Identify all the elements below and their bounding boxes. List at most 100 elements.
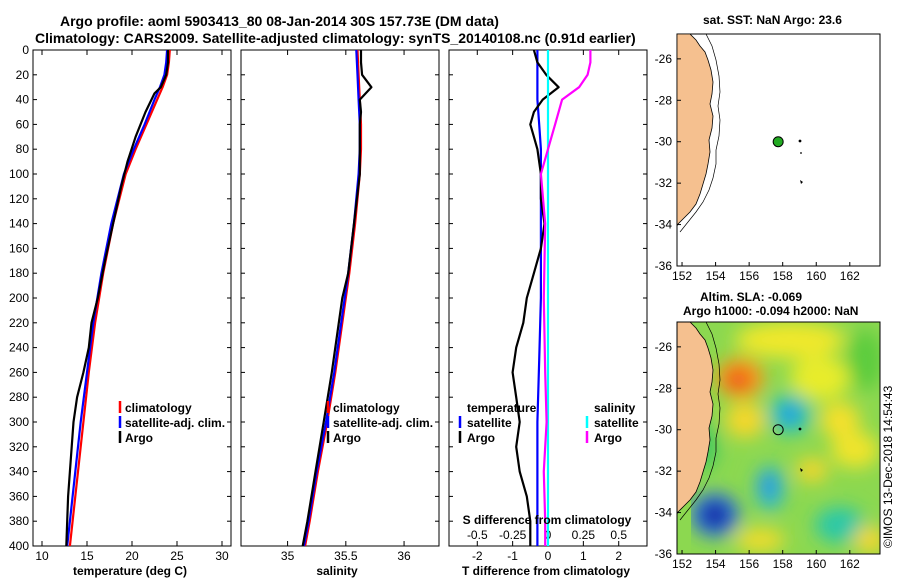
- legend-label-t-argo: Argo: [467, 431, 495, 445]
- ytick-label: 100: [9, 167, 29, 181]
- ytick-label: 60: [16, 117, 30, 131]
- xtick-label: 30: [215, 549, 229, 563]
- difference-ticks: -2 -1 0 1 2-0.5 -0.25 0 0.25 0.5: [449, 49, 647, 563]
- xtick-label: 25: [170, 549, 184, 563]
- map-ytick-label: -36: [655, 547, 673, 561]
- sst-map-island: [800, 152, 802, 154]
- ytick-label: 0: [22, 43, 29, 57]
- legend-label-satellite: satellite-adj. clim.: [333, 416, 433, 430]
- sla-map-shelf-edge: [679, 322, 721, 521]
- series-line-argo: [301, 50, 373, 546]
- map-ytick-label: -26: [655, 340, 673, 354]
- ytick-label: 220: [9, 316, 29, 330]
- map-xtick-label: 160: [806, 557, 826, 571]
- map-ytick-label: -32: [655, 176, 673, 190]
- sla-anomaly: [831, 432, 879, 468]
- salinity-lines: [301, 50, 373, 546]
- sst-map-island: [798, 139, 802, 143]
- sla-map-title-line2: Argo h1000: -0.094 h2000: NaN: [683, 304, 858, 318]
- temperature-xlabel: temperature (deg C): [73, 564, 187, 578]
- sla-anomaly: [854, 526, 880, 554]
- xtick-label-salinity: -0.25: [499, 528, 527, 542]
- series-line-t-argo: [511, 50, 560, 546]
- map-xtick-label: 162: [840, 269, 860, 283]
- xtick-label: 20: [125, 549, 139, 563]
- sla-anomaly: [726, 370, 750, 390]
- sla-map-island: [798, 427, 802, 431]
- sla-anomaly: [820, 402, 860, 438]
- salinity-axes: [240, 49, 440, 547]
- ytick-label: 400: [9, 539, 29, 553]
- sla-anomaly: [790, 356, 850, 400]
- ytick-label: 180: [9, 266, 29, 280]
- difference-legend: temperature satellite Argo salinity sate…: [458, 401, 639, 445]
- ytick-label: 80: [16, 142, 30, 156]
- xtick-label: 0: [545, 549, 552, 563]
- map-xtick-label: 158: [773, 269, 793, 283]
- ytick-label: 380: [9, 514, 29, 528]
- sla-map-land: [677, 322, 714, 515]
- sst-map-ticks: 152 154 156 158 160 162 -26 -28 -30 -32 -34 -36: [655, 52, 860, 283]
- legend-label-argo: Argo: [125, 431, 153, 445]
- sla-anomaly: [781, 404, 799, 424]
- sla-map-axes: [676, 321, 881, 555]
- legend-label-s-satellite: satellite: [594, 416, 639, 430]
- map-ytick-label: -28: [655, 381, 673, 395]
- map-ytick-label: -30: [655, 135, 673, 149]
- xtick-label-salinity: 0.25: [572, 528, 596, 542]
- xtick-label: 2: [615, 549, 622, 563]
- series-line-s-argo: [539, 50, 592, 546]
- temperature-axes: [32, 49, 232, 547]
- map-xtick-label: 158: [773, 557, 793, 571]
- sla-anomaly: [796, 458, 828, 482]
- legend-label-satellite: satellite-adj. clim.: [125, 416, 225, 430]
- map-xtick-label: 156: [739, 269, 759, 283]
- sla-map-content: [677, 322, 880, 554]
- ytick-label: 200: [9, 291, 29, 305]
- xtick-label: 15: [80, 549, 94, 563]
- legend-label-climatology: climatology: [125, 401, 192, 415]
- legend-title-temperature: temperature: [467, 401, 537, 415]
- map-xtick-label: 154: [706, 269, 726, 283]
- map-ytick-label: -34: [655, 218, 673, 232]
- sla-anomaly: [815, 507, 865, 543]
- sla-map-title-line1: Altim. SLA: -0.069: [700, 290, 802, 304]
- sst-map-shelf-edge: [679, 34, 721, 233]
- legend-label-climatology: climatology: [333, 401, 400, 415]
- ytick-label: 280: [9, 390, 29, 404]
- sst-map-land: [677, 34, 714, 227]
- ytick-label: 340: [9, 465, 29, 479]
- temperature-lines: [65, 50, 171, 546]
- temperature-legend: climatology satellite-adj. clim. Argo: [118, 401, 225, 445]
- series-line-argo: [65, 50, 170, 546]
- map-xtick-label: 152: [672, 557, 692, 571]
- map-ytick-label: -28: [655, 93, 673, 107]
- sst-map-island: [800, 180, 803, 184]
- map-ytick-label: -32: [655, 464, 673, 478]
- xtick-label: -2: [472, 549, 483, 563]
- xtick-label: 10: [35, 549, 49, 563]
- map-xtick-label: 154: [706, 557, 726, 571]
- xtick-label: -1: [507, 549, 518, 563]
- ytick-label: 140: [9, 217, 29, 231]
- xtick-label: 36: [397, 549, 411, 563]
- map-xtick-label: 152: [672, 269, 692, 283]
- ytick-label: 40: [16, 93, 30, 107]
- temperature-ticks: 10 15 20 25 30020406080100120140160180200220…: [9, 43, 231, 563]
- sla-map-ticks: 152 154 156 158 160 162 -26 -28 -30 -32 -34 -36: [655, 340, 860, 571]
- legend-title-salinity: salinity: [594, 401, 636, 415]
- map-ytick-label: -36: [655, 259, 673, 273]
- sla-map-island: [800, 468, 803, 472]
- xtick-label: 1: [580, 549, 587, 563]
- map-ytick-label: -30: [655, 423, 673, 437]
- sla-anomaly: [847, 330, 880, 390]
- sla-anomaly: [762, 475, 774, 495]
- sst-float-marker: [772, 136, 784, 148]
- sla-field: [691, 322, 880, 554]
- xtick-label-salinity: -0.5: [467, 528, 488, 542]
- sla-anomaly: [735, 528, 785, 552]
- xtick-label-salinity: 0.5: [610, 528, 627, 542]
- legend-label-argo: Argo: [333, 431, 361, 445]
- ytick-label: 120: [9, 192, 29, 206]
